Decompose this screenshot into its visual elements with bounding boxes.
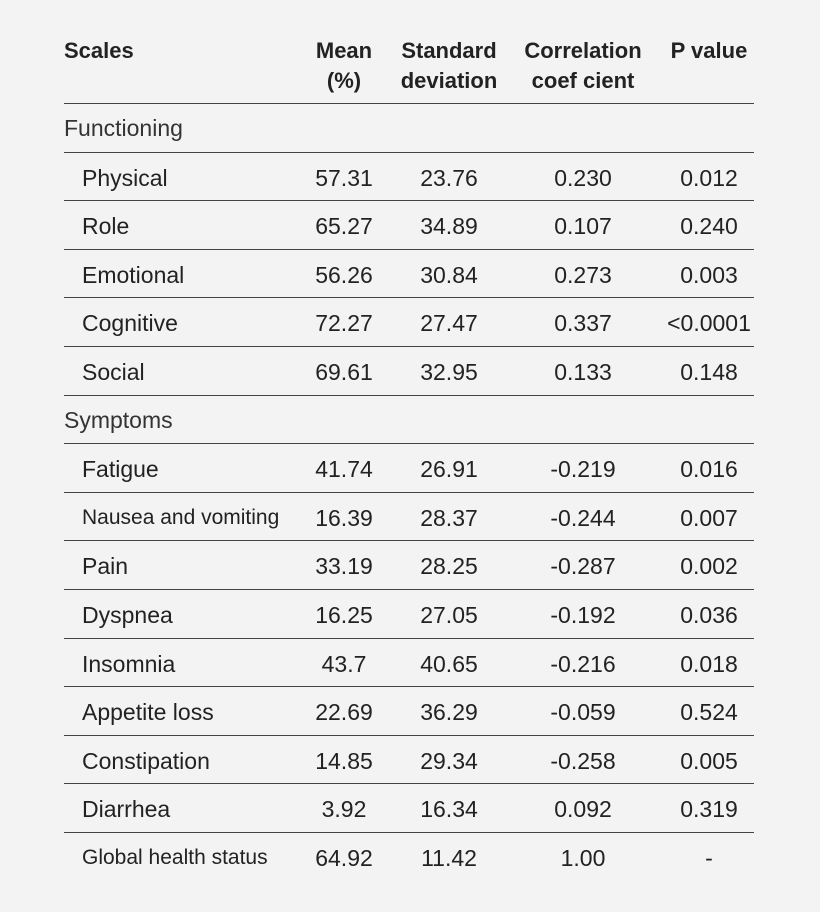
cell-value: <0.0001 <box>667 310 751 337</box>
cell-value: - <box>705 845 713 871</box>
cell-value: 0.337 <box>554 310 612 337</box>
row-label: Nausea and vomiting <box>82 505 280 529</box>
cell-value: 27.05 <box>420 602 478 628</box>
header-cell: (%) <box>326 68 362 93</box>
cell-value: 0.273 <box>554 261 612 288</box>
cell-value: 0.230 <box>554 164 612 191</box>
row-label: Global health status <box>82 846 268 869</box>
header-rule <box>64 103 754 104</box>
row-label: Fatigue <box>82 456 159 483</box>
header-cell: Scales <box>64 38 134 63</box>
cell-value: 0.005 <box>680 747 738 774</box>
cell-value: 64.92 <box>315 845 373 871</box>
header-cell: Standard <box>401 38 497 63</box>
cell-value: 0.319 <box>680 796 738 823</box>
row-label: Social <box>82 359 145 385</box>
cell-value: 56.26 <box>315 261 373 288</box>
cell-value: 0.016 <box>680 456 738 483</box>
row-label: Diarrhea <box>82 796 171 823</box>
cell-value: 14.85 <box>315 747 373 774</box>
cell-value: 41.74 <box>315 456 373 483</box>
cell-value: 0.107 <box>554 213 612 240</box>
row-rule <box>64 540 754 542</box>
cell-value: 23.76 <box>420 164 478 191</box>
row-rule <box>64 151 754 153</box>
row-label: Role <box>82 213 130 240</box>
cell-value: 28.37 <box>420 504 478 531</box>
cell-value: 22.69 <box>315 699 373 726</box>
section-title: Symptoms <box>64 406 173 433</box>
row-rule <box>64 297 754 299</box>
row-rule <box>64 394 754 396</box>
cell-value: -0.244 <box>550 504 616 531</box>
cell-value: 33.19 <box>315 553 373 580</box>
cell-value: 72.27 <box>315 310 373 337</box>
cell-value: 0.007 <box>680 504 738 531</box>
cell-value: 0.240 <box>680 213 738 240</box>
cell-value: 0.148 <box>680 359 738 385</box>
cell-value: 0.012 <box>680 164 738 191</box>
cell-value: -0.219 <box>550 456 616 483</box>
row-label: Appetite loss <box>82 699 214 726</box>
cell-value: 16.25 <box>315 602 373 628</box>
row-rule <box>64 491 754 493</box>
cell-value: 36.29 <box>420 699 478 726</box>
cell-value: 0.002 <box>680 553 738 580</box>
cell-value: 1.00 <box>560 845 606 871</box>
row-rule <box>64 637 754 639</box>
row-label: Physical <box>82 164 168 191</box>
row-rule <box>64 443 754 445</box>
cell-value: -0.216 <box>550 650 616 677</box>
row-label: Dyspnea <box>82 602 173 628</box>
cell-value: 57.31 <box>315 164 373 191</box>
header-cell: Correlation <box>524 38 642 63</box>
row-rule <box>64 248 754 250</box>
cell-value: 16.39 <box>315 504 373 531</box>
cell-value: 0.036 <box>680 602 738 628</box>
cell-value: -0.287 <box>550 553 616 580</box>
row-label: Pain <box>82 553 129 580</box>
cell-value: 16.34 <box>420 796 478 823</box>
cell-value: 0.003 <box>680 261 738 288</box>
cell-value: 30.84 <box>420 261 478 288</box>
header-cell: coef cient <box>531 68 635 93</box>
cell-value: 65.27 <box>315 213 373 240</box>
section-title: Functioning <box>64 115 183 141</box>
cell-value: 27.47 <box>420 310 478 337</box>
cell-value: -0.059 <box>550 699 616 726</box>
row-rule <box>64 589 754 590</box>
cell-value: 32.95 <box>420 359 478 385</box>
cell-value: 0.524 <box>680 699 738 726</box>
cell-value: 0.018 <box>680 650 738 677</box>
cell-value: 0.092 <box>554 796 612 823</box>
cell-value: 26.91 <box>420 456 478 483</box>
header-cell: P value <box>670 38 748 63</box>
cell-value: 29.34 <box>420 747 478 774</box>
row-rule <box>64 783 754 785</box>
row-label: Cognitive <box>82 310 178 337</box>
cell-value: -0.258 <box>550 747 616 774</box>
row-label: Emotional <box>82 261 185 288</box>
cell-value: 40.65 <box>420 650 478 677</box>
cell-value: 0.133 <box>554 359 612 385</box>
cell-value: 11.42 <box>421 845 477 871</box>
cell-value: 34.89 <box>420 213 478 240</box>
cell-value: 3.92 <box>321 796 367 823</box>
row-label: Constipation <box>82 747 210 774</box>
header-cell: deviation <box>400 68 498 93</box>
header-cell: Mean <box>315 38 373 63</box>
cell-value: 43.7 <box>321 650 367 677</box>
row-rule <box>64 686 754 688</box>
row-rule <box>64 832 754 833</box>
row-rule <box>64 200 754 202</box>
cell-value: -0.192 <box>550 602 616 628</box>
row-rule <box>64 734 754 736</box>
row-rule <box>64 346 754 347</box>
cell-value: 28.25 <box>420 553 478 580</box>
cell-value: 69.61 <box>315 359 373 385</box>
row-label: Insomnia <box>82 650 176 677</box>
